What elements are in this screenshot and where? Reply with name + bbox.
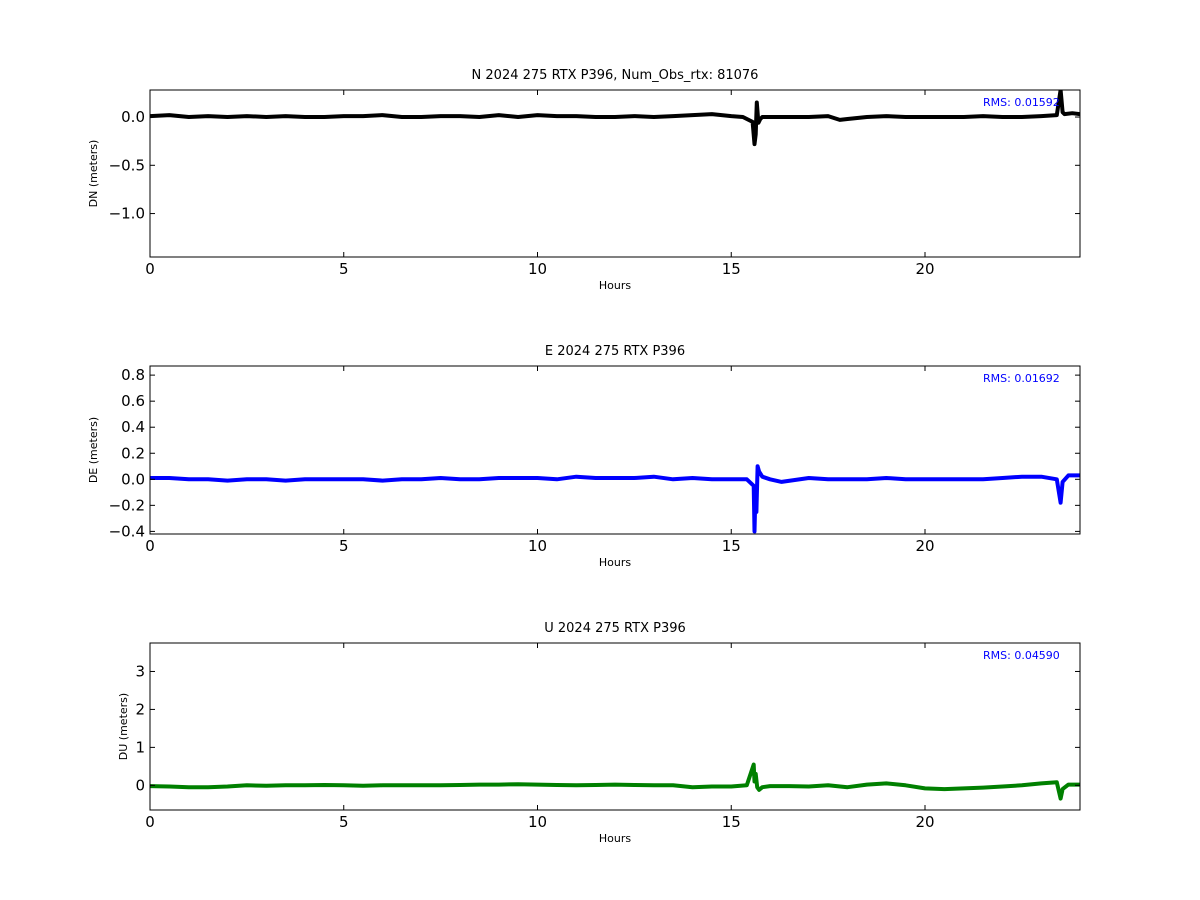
x-tick-label: 10 <box>528 813 547 831</box>
x-tick-label: 10 <box>528 260 547 278</box>
x-tick-label: 0 <box>145 260 155 278</box>
x-tick-label: 0 <box>145 813 155 831</box>
y-tick-label: −0.4 <box>109 522 145 540</box>
y-tick-label: 0.6 <box>121 392 145 410</box>
subplot-east: 0 5 10 15 20 0.8 0.6 0.4 0.2 0.0 −0.2 −0.4 E 2024 27… <box>87 344 1081 569</box>
x-tick-label: 20 <box>915 537 934 555</box>
subplot-title-up: U 2024 275 RTX P396 <box>544 621 686 636</box>
x-tick-label: 15 <box>722 260 741 278</box>
y-axis-label-up: DU (meters) <box>117 693 130 760</box>
x-axis-label-east: Hours <box>599 556 631 569</box>
rms-annotation-up: RMS: 0.04590 <box>983 649 1060 662</box>
plot-frame-east <box>149 365 1081 535</box>
x-tick-label: 5 <box>339 813 349 831</box>
series-line-east <box>150 464 1080 534</box>
x-tick-label: 10 <box>528 537 547 555</box>
y-tick-label: −0.5 <box>109 156 145 174</box>
y-tick-label: 1 <box>135 738 145 756</box>
series-line-up <box>150 762 1080 801</box>
x-tick-label: 20 <box>915 260 934 278</box>
subplot-title-east: E 2024 275 RTX P396 <box>545 344 685 359</box>
x-tick-label: 15 <box>722 537 741 555</box>
subplot-north: 0 5 10 15 20 0.0 −0.5 −1.0 N 2024 275 RTX P396, … <box>87 68 1081 292</box>
x-tick-label: 15 <box>722 813 741 831</box>
subplot-title-north: N 2024 275 RTX P396, Num_Obs_rtx: 81076 <box>472 68 759 83</box>
y-tick-label: 0.0 <box>121 470 145 488</box>
plot-frame-up <box>149 642 1081 811</box>
x-axis-label-up: Hours <box>599 832 631 845</box>
y-tick-label: 0.8 <box>121 366 145 384</box>
y-axis-label-north: DN (meters) <box>87 140 100 208</box>
rms-annotation-north: RMS: 0.01592 <box>983 96 1060 109</box>
y-tick-label: 2 <box>135 700 145 718</box>
x-tick-label: 5 <box>339 260 349 278</box>
x-tick-label: 0 <box>145 537 155 555</box>
x-tick-label: 5 <box>339 537 349 555</box>
y-tick-label: 3 <box>135 662 145 680</box>
y-tick-label: −1.0 <box>109 205 145 223</box>
y-tick-label: 0.0 <box>121 108 145 126</box>
plot-frame-north <box>149 89 1081 258</box>
y-axis-label-east: DE (meters) <box>87 417 100 483</box>
y-tick-label: 0.2 <box>121 444 145 462</box>
rms-annotation-east: RMS: 0.01692 <box>983 372 1060 385</box>
y-tick-label: 0.4 <box>121 418 145 436</box>
y-tick-label: −0.2 <box>109 496 145 514</box>
y-tick-label: 0 <box>135 776 145 794</box>
x-axis-label-north: Hours <box>599 279 631 292</box>
x-tick-label: 20 <box>915 813 934 831</box>
series-line-north <box>150 90 1080 147</box>
